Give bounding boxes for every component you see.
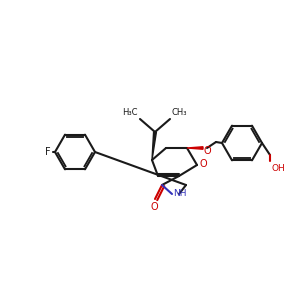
- Text: O: O: [200, 159, 208, 169]
- Text: NH: NH: [173, 190, 187, 199]
- Polygon shape: [187, 147, 203, 149]
- Text: OH: OH: [271, 164, 285, 173]
- Text: O: O: [204, 146, 212, 156]
- Text: F: F: [45, 147, 51, 157]
- Text: O: O: [150, 202, 158, 212]
- Text: CH₃: CH₃: [172, 108, 188, 117]
- Polygon shape: [152, 132, 156, 160]
- Text: H₃C: H₃C: [122, 108, 138, 117]
